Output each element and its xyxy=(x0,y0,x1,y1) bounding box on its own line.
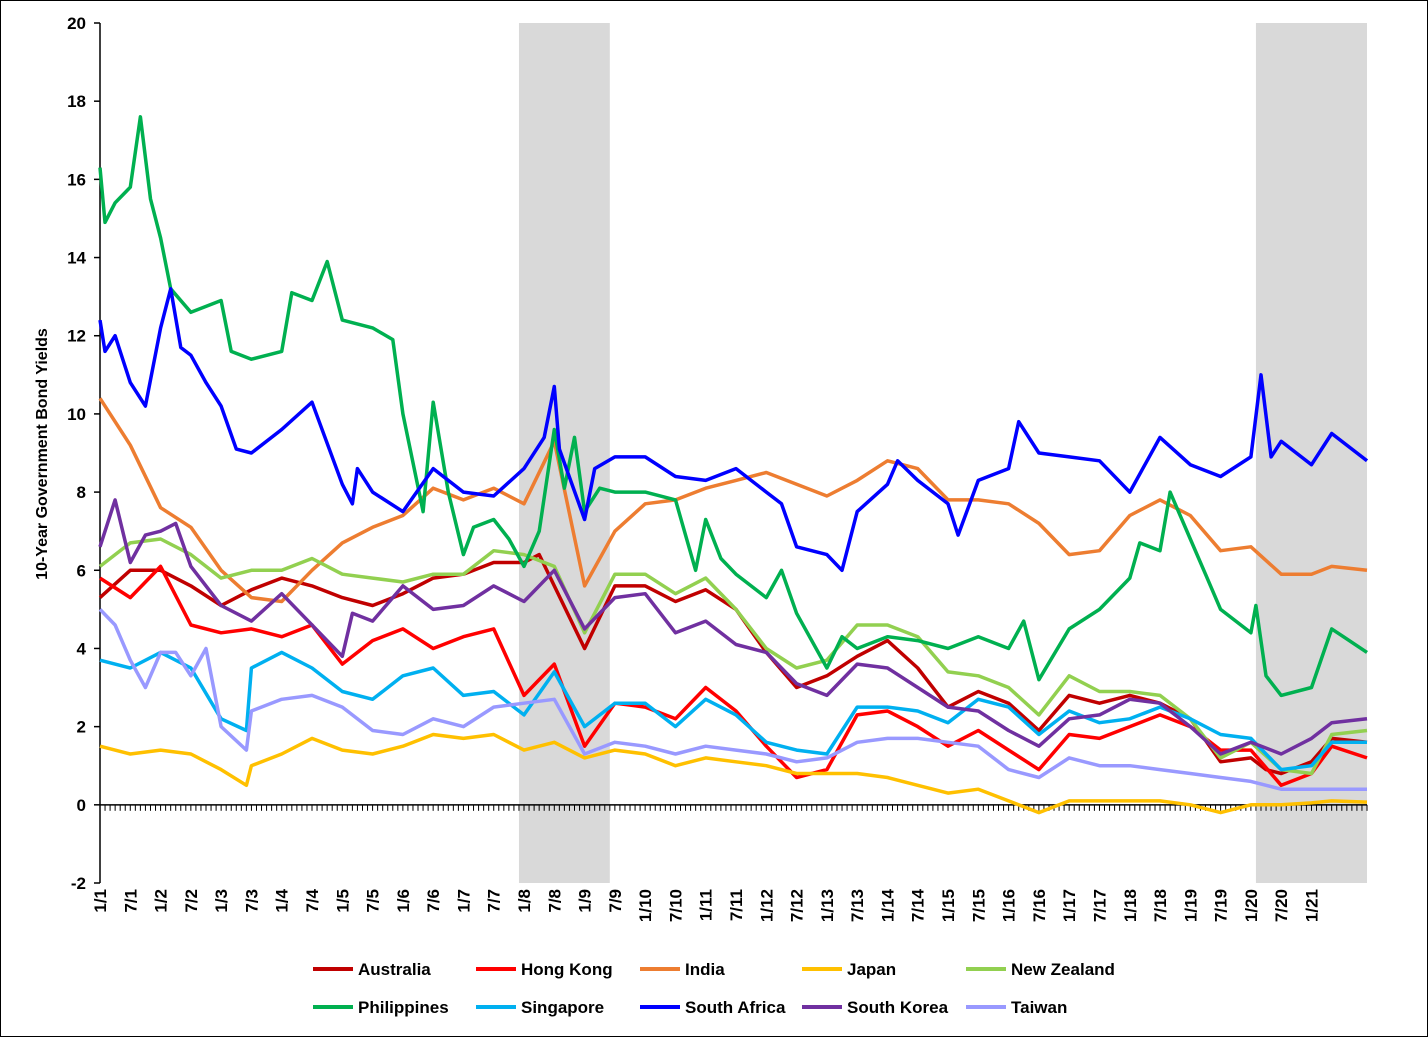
series-line-south-korea xyxy=(98,498,1368,756)
x-tick-label: 1/15 xyxy=(939,889,958,922)
legend-label: South Korea xyxy=(847,998,949,1017)
series-line-philippines xyxy=(98,115,1368,698)
y-tick-label: 2 xyxy=(77,718,86,737)
legend-label: Hong Kong xyxy=(521,960,613,979)
x-tick-label: 1/9 xyxy=(576,889,595,913)
y-tick-label: -2 xyxy=(71,874,86,893)
x-tick-label: 1/10 xyxy=(636,889,655,922)
y-tick-label: 12 xyxy=(67,327,86,346)
x-tick-label: 7/5 xyxy=(364,889,383,913)
x-tick-label: 7/15 xyxy=(969,889,988,922)
x-tick-label: 1/13 xyxy=(818,889,837,922)
x-tick-label: 1/16 xyxy=(1000,889,1019,922)
x-tick-label: 1/19 xyxy=(1181,889,1200,922)
x-tick-label: 7/19 xyxy=(1212,889,1231,922)
x-tick-label: 7/8 xyxy=(545,889,564,913)
y-tick-label: 0 xyxy=(77,796,86,815)
x-tick-label: 1/6 xyxy=(394,889,413,913)
legend-label: Japan xyxy=(847,960,896,979)
x-tick-label: 1/21 xyxy=(1302,889,1321,922)
x-tick-label: 7/3 xyxy=(242,889,261,913)
x-tick-label: 1/14 xyxy=(878,888,897,922)
x-tick-label: 7/6 xyxy=(424,889,443,913)
x-tick-label: 7/17 xyxy=(1090,889,1109,922)
y-tick-label: 6 xyxy=(77,561,86,580)
y-tick-label: 4 xyxy=(77,639,87,658)
x-tick-label: 7/20 xyxy=(1272,889,1291,922)
series-line-new-zealand xyxy=(98,537,1368,776)
x-tick-label: 1/8 xyxy=(515,889,534,913)
x-tick-label: 7/2 xyxy=(182,889,201,913)
series-line-south-africa xyxy=(98,287,1369,573)
legend: Australia Hong Kong India Japan New Zealand P… xyxy=(313,960,1115,1017)
legend-label: India xyxy=(685,960,725,979)
x-tick-label: 7/12 xyxy=(788,889,807,922)
x-tick-label: 1/3 xyxy=(212,889,231,913)
y-tick-label: 10 xyxy=(67,405,86,424)
legend-label: New Zealand xyxy=(1011,960,1115,979)
y-tick-label: 16 xyxy=(67,170,86,189)
y-tick-label: 20 xyxy=(67,14,86,33)
legend-label: Singapore xyxy=(521,998,604,1017)
x-tick-label: 7/9 xyxy=(606,889,625,913)
series-line-taiwan xyxy=(98,608,1367,791)
x-tick-label: 7/14 xyxy=(909,888,928,922)
y-axis-label: 10-Year Government Bond Yields xyxy=(34,328,51,580)
y-tick-label: 8 xyxy=(77,483,86,502)
axes xyxy=(99,23,1367,883)
x-tick-label: 7/11 xyxy=(727,889,746,921)
x-tick-label: 1/12 xyxy=(757,889,776,922)
x-tick-label: 7/10 xyxy=(666,889,685,922)
series-line-japan xyxy=(99,732,1368,815)
legend-label: Taiwan xyxy=(1011,998,1067,1017)
x-axis-minor-ticks xyxy=(99,804,1368,811)
x-tick-label: 1/17 xyxy=(1060,889,1079,922)
series-lines xyxy=(98,115,1369,815)
x-axis-ticks: 1/1 7/1 1/2 7/2 1/3 7/3 1/4 7/4 1/5 7/5 1/6 7/6 1/7 7… xyxy=(91,888,1321,922)
x-tick-label: 7/18 xyxy=(1151,889,1170,922)
x-tick-label: 1/11 xyxy=(697,889,716,921)
x-tick-label: 1/20 xyxy=(1242,889,1261,922)
y-tick-label: 14 xyxy=(67,249,86,268)
x-tick-label: 1/1 xyxy=(91,889,110,913)
x-tick-label: 1/4 xyxy=(273,888,292,912)
x-tick-label: 7/16 xyxy=(1030,889,1049,922)
x-tick-label: 7/1 xyxy=(121,889,140,913)
x-tick-label: 7/13 xyxy=(848,889,867,922)
series-line-singapore xyxy=(99,650,1367,772)
x-tick-label: 1/7 xyxy=(454,889,473,913)
legend-label: Australia xyxy=(358,960,431,979)
y-axis-ticks: -2 0 2 4 6 8 10 12 14 16 18 20 xyxy=(67,14,100,893)
x-tick-label: 1/5 xyxy=(333,889,352,913)
x-tick-label: 7/4 xyxy=(303,888,322,912)
legend-label: Philippines xyxy=(358,998,449,1017)
series-line-hong-kong xyxy=(99,564,1368,788)
series-line-australia xyxy=(98,552,1368,776)
x-tick-label: 7/7 xyxy=(485,889,504,913)
x-tick-label: 1/2 xyxy=(152,889,171,913)
series-line-india xyxy=(98,397,1368,604)
legend-label: South Africa xyxy=(685,998,786,1017)
x-tick-label: 1/18 xyxy=(1121,889,1140,922)
y-tick-label: 18 xyxy=(67,92,86,111)
